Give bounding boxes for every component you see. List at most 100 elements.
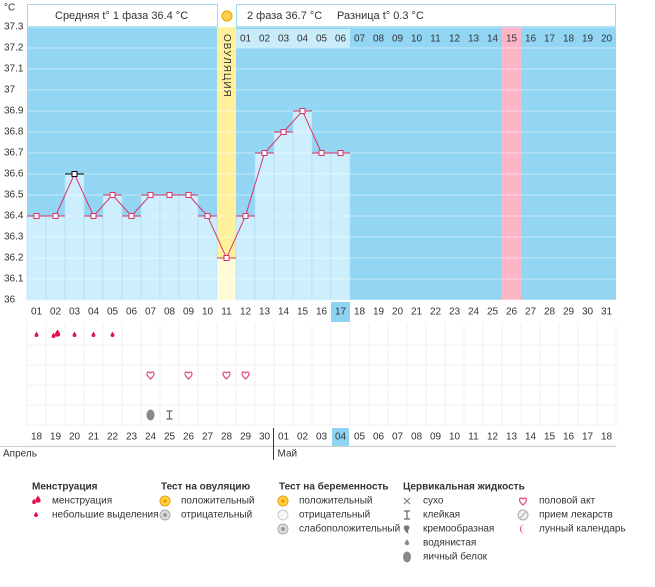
date-label: 23: [126, 432, 138, 443]
temp-column: [178, 194, 199, 301]
legend-title: Тест на овуляцию: [161, 482, 251, 493]
icon-sticky: [166, 410, 173, 420]
icon-watery: [404, 539, 410, 546]
y-tick-label: 36.2: [4, 253, 24, 264]
icon-white-dot: [277, 509, 289, 521]
legend-label: небольшие выделения: [52, 509, 159, 521]
y-tick-label: 37: [4, 85, 16, 96]
legend-label: положительный: [299, 496, 372, 507]
legend-label: клейкая: [423, 510, 460, 521]
date-label: 29: [240, 432, 252, 443]
icon-part: [34, 511, 38, 517]
date-label: 09: [430, 432, 442, 443]
date-label: 28: [221, 432, 233, 443]
icon-dry: [403, 497, 411, 505]
phase2-label: 16: [525, 34, 537, 45]
temp-marker: [299, 108, 306, 114]
temp-column: [217, 258, 236, 300]
x-tick-label: 26: [506, 307, 518, 318]
legend-title: Менструация: [32, 482, 98, 493]
x-tick-label: 21: [411, 307, 423, 318]
x-tick-label: 28: [544, 307, 556, 318]
icon-gray-dot: [159, 509, 171, 521]
date-label: 03: [316, 432, 328, 443]
x-tick-label: 12: [240, 307, 252, 318]
phase2-label: 12: [449, 34, 461, 45]
phase2-label: 05: [316, 34, 328, 45]
temp-marker: [166, 192, 173, 198]
icon-gray-dot: [277, 523, 289, 535]
x-tick-label: 08: [164, 307, 176, 318]
phase1-box: [27, 4, 218, 27]
temp-column: [159, 194, 180, 301]
icon-spotting: [72, 331, 77, 337]
phase2-label: 19: [582, 34, 594, 45]
legend-label: половой акт: [539, 496, 595, 507]
temp-column: [102, 194, 123, 301]
today-date-box: [332, 428, 349, 446]
phase2-text: 2 фаза 36.7 °C: [247, 10, 322, 22]
phase2-label: 11: [430, 34, 441, 45]
icon-part: [520, 524, 525, 534]
icon-heart: [518, 497, 528, 506]
phase2-label: 03: [278, 34, 290, 45]
y-tick-label: 36.1: [4, 274, 24, 285]
x-tick-label: 02: [50, 307, 62, 318]
icon-egg-white: [403, 551, 411, 563]
x-tick-label: 07: [145, 307, 157, 318]
temp-marker: [242, 213, 249, 219]
phase2-label: 02: [259, 34, 271, 45]
phase2-box: [236, 4, 616, 27]
date-label: 18: [31, 432, 43, 443]
x-tick-label: 23: [449, 307, 461, 318]
temp-marker: [280, 129, 287, 135]
x-tick-label: 24: [468, 307, 480, 318]
legend-label: водянистая: [423, 538, 476, 549]
x-tick-label: 25: [487, 307, 499, 318]
phase2-label: 04: [297, 34, 309, 45]
today-box: [331, 302, 350, 322]
icon-part: [222, 371, 231, 380]
x-tick-label: 14: [278, 307, 290, 318]
icon-part: [518, 497, 528, 506]
date-label: 22: [107, 432, 119, 443]
icon-part: [184, 371, 193, 380]
highlight-column: [502, 27, 521, 300]
temp-marker: [147, 192, 154, 198]
y-tick-label: 36.7: [4, 148, 24, 159]
icon-part: [163, 513, 167, 517]
y-tick-label: 36.9: [4, 106, 24, 117]
date-label: 16: [563, 432, 575, 443]
date-label: 13: [506, 432, 518, 443]
legend-label: слабоположительный: [299, 523, 400, 535]
date-label: 19: [50, 432, 62, 443]
temp-marker: [204, 213, 211, 219]
phase2-label: 07: [354, 34, 366, 45]
x-tick-label: 27: [525, 307, 537, 318]
phase2-label: 06: [335, 34, 347, 45]
icon-part: [281, 499, 285, 503]
diff-text: Разница t° 0.3 °C: [337, 10, 424, 22]
phase2-label: 20: [601, 34, 613, 45]
date-label: 10: [449, 432, 461, 443]
icon-sun: [277, 495, 289, 507]
date-label: 11: [468, 432, 479, 443]
icon-part: [34, 331, 39, 337]
phase2-label: 01: [240, 34, 252, 45]
x-tick-label: 06: [126, 307, 138, 318]
x-tick-label: 17: [335, 307, 347, 318]
icon-part: [51, 332, 56, 338]
date-label: 05: [354, 432, 366, 443]
highlight-column: [217, 27, 236, 300]
icon-sun: [159, 495, 171, 507]
x-tick-label: 13: [259, 307, 271, 318]
icon-part: [166, 410, 173, 420]
phase2-label: 08: [373, 34, 385, 45]
x-tick-label: 19: [373, 307, 385, 318]
icon-egg-white: [146, 409, 155, 421]
phase1-text: Средняя t° 1 фаза 36.4 °C: [55, 10, 188, 22]
date-label: 30: [259, 432, 271, 443]
icon-part: [403, 525, 410, 534]
icon-moon: [520, 524, 525, 534]
icon-part: [519, 511, 527, 519]
